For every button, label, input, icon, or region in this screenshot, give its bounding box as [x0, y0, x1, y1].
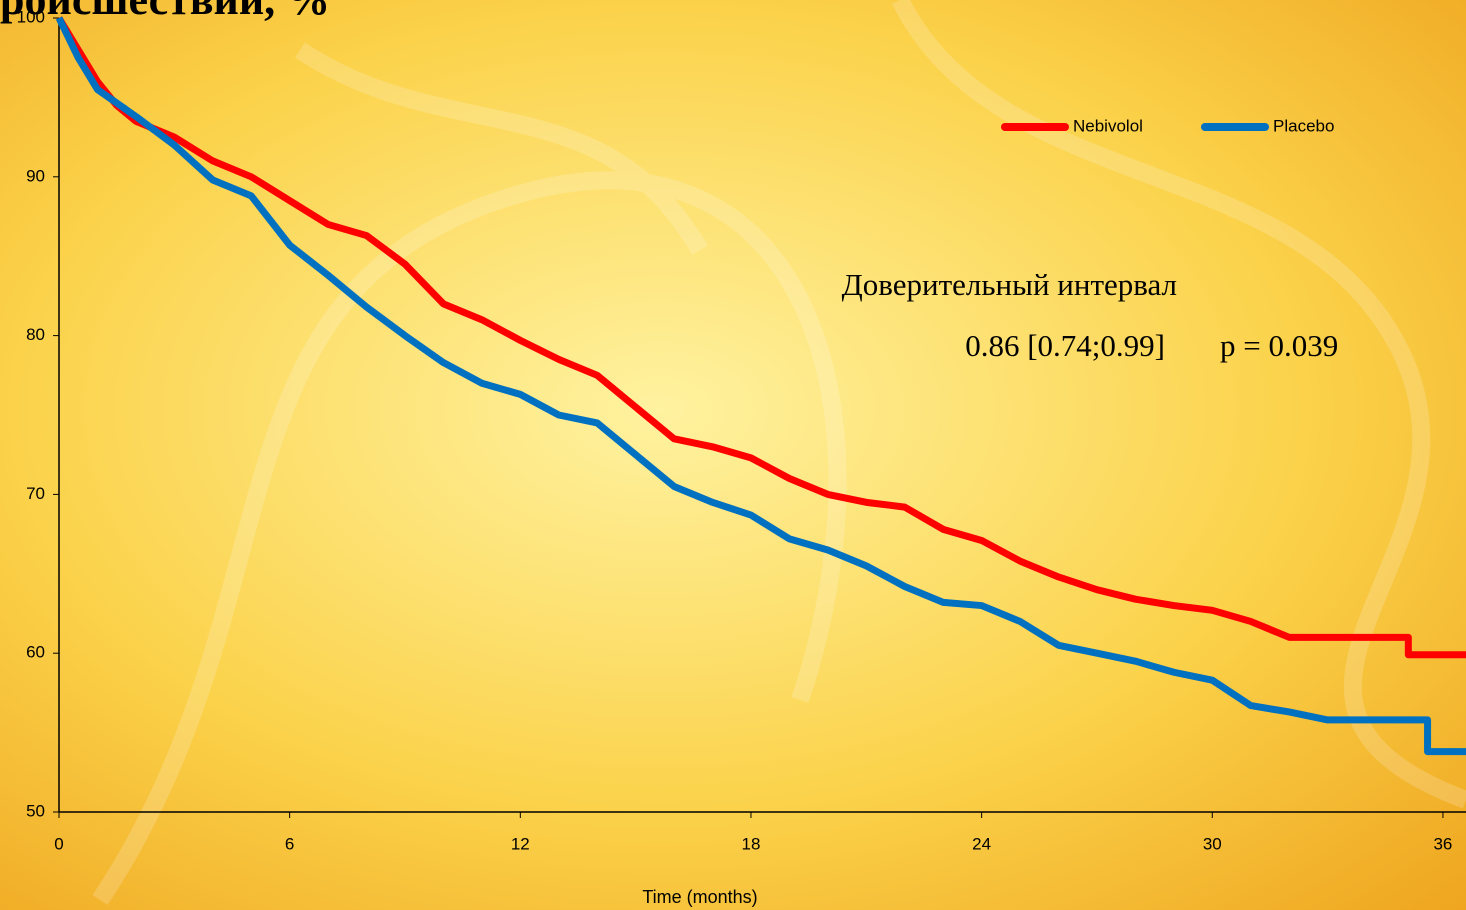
annotation: 0.86 [0.74;0.99]: [965, 328, 1165, 363]
x-tick-label: 30: [1203, 834, 1222, 853]
x-tick-label: 6: [285, 834, 294, 853]
legend-label: Nebivolol: [1073, 116, 1143, 135]
page: {"chart_data": { "type": "line", "title"…: [0, 0, 1466, 910]
x-tick-label: 18: [742, 834, 761, 853]
annotation: Доверительный интервал: [842, 267, 1177, 302]
annotation: p = 0.039: [1220, 328, 1338, 363]
y-tick-label: 60: [26, 643, 45, 662]
x-tick-label: 36: [1433, 834, 1452, 853]
y-tick-label: 50: [26, 801, 45, 820]
legend-label: Placebo: [1273, 116, 1334, 135]
chart-title: роисшествий, %: [0, 0, 330, 24]
y-tick-label: 80: [26, 325, 45, 344]
y-tick-label: 90: [26, 166, 45, 185]
y-tick-label: 70: [26, 484, 45, 503]
chart: роисшествий, % Time (months) Доверительн…: [0, 0, 1466, 910]
y-tick-label: 100: [17, 7, 45, 26]
x-tick-label: 24: [972, 834, 991, 853]
x-tick-label: 0: [54, 834, 63, 853]
x-axis-label: Time (months): [642, 887, 757, 907]
x-tick-label: 12: [511, 834, 530, 853]
